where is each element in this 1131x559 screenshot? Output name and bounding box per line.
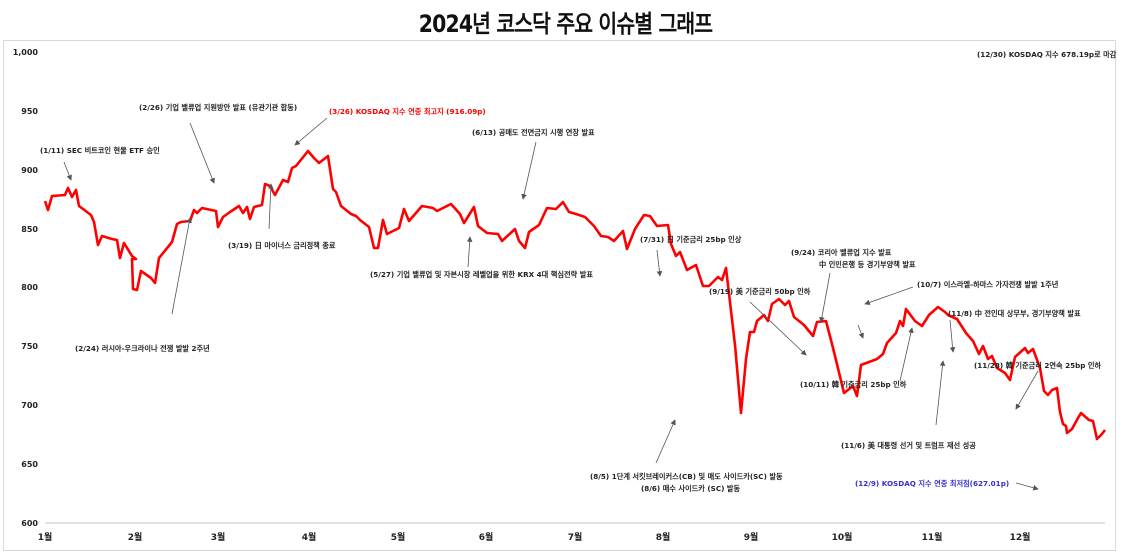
annotation-12-9-low: (12/9) KOSDAQ 지수 연중 최저점(627.01p): [855, 479, 1009, 488]
annotation-12-30-close: (12/30) KOSDAQ 지수 678.19p로 마감: [977, 50, 1117, 59]
x-tick: 12월: [1010, 531, 1031, 543]
annotation-1-11: (1/11) SEC 비트코인 현물 ETF 승인: [40, 146, 160, 155]
y-tick: 600: [21, 519, 38, 528]
annotation-8-5: (8/5) 1단계 서킷브레이커스(CB) 및 매도 사이드카(SC) 발동: [590, 472, 783, 481]
y-tick: 750: [21, 342, 38, 351]
x-tick: 11월: [922, 531, 943, 543]
x-tick: 3월: [211, 531, 226, 543]
annotation-11-28: (11/28) 韓 기준금리 2연속 25bp 인하: [974, 361, 1101, 370]
kosdaq-line: [43, 149, 1107, 441]
annotation-5-27: (5/27) 기업 밸류업 및 자본시장 레벨업을 위한 KRX 4대 핵심전략…: [370, 270, 593, 279]
annotation-7-31: (7/31) 日 기준금리 25bp 인상: [640, 235, 742, 244]
x-tick: 10월: [832, 531, 853, 543]
x-tick: 1월: [38, 531, 53, 543]
chart-title: 2024년 코스닥 주요 이슈별 그래프: [418, 10, 713, 38]
annotation-9-24: (9/24) 코리아 밸류업 지수 발표: [791, 248, 892, 257]
y-tick: 800: [21, 283, 38, 292]
annotation-arrows: [63, 117, 1039, 491]
x-tick: 5월: [391, 531, 406, 543]
x-axis: 1월 2월 3월 4월 5월 6월 7월 8월 9월 10월 11월 12월: [38, 531, 1031, 543]
y-axis: 1,000 950 900 850 800 750 700 650 600: [13, 48, 39, 528]
annotations: (1/11) SEC 비트코인 현물 ETF 승인 (2/26) 기업 밸류업 …: [40, 50, 1117, 493]
annotation-2-26: (2/26) 기업 밸류업 지원방안 발표 (유관기관 합동): [139, 103, 297, 112]
chart-frame: [3, 40, 1116, 551]
y-tick: 1,000: [13, 48, 39, 57]
annotation-10-11: (10/11) 韓 기준금리 25bp 인하: [800, 380, 907, 389]
annotation-9-19: (9/19) 美 기준금리 50bp 인하: [709, 287, 811, 296]
annotation-11-6: (11/6) 美 대통령 선거 및 트럼프 재선 성공: [841, 441, 976, 450]
y-tick: 900: [21, 166, 38, 175]
annotation-9-24-china: 中 인민은행 등 경기부양책 발표: [819, 260, 916, 269]
annotation-3-26-high: (3/26) KOSDAQ 지수 연중 최고지 (916.09p): [329, 107, 486, 116]
annotation-3-19: (3/19) 日 마이너스 금리정책 종료: [228, 241, 336, 250]
x-tick: 9월: [744, 531, 759, 543]
x-tick: 2월: [128, 531, 143, 543]
y-tick: 850: [21, 225, 38, 234]
annotation-10-7: (10/7) 이스라엘-하마스 가자전쟁 발발 1주년: [917, 280, 1059, 289]
x-tick: 7월: [568, 531, 583, 543]
annotation-8-6: (8/6) 매수 사이드카 (SC) 발동: [641, 484, 741, 493]
y-tick: 950: [21, 107, 38, 116]
y-tick: 650: [21, 460, 38, 469]
x-tick: 4월: [302, 531, 317, 543]
y-tick: 700: [21, 401, 38, 410]
x-tick: 6월: [479, 531, 494, 543]
x-tick: 8월: [656, 531, 671, 543]
annotation-2-24: (2/24) 러시아-우크라이나 전쟁 발발 2주년: [75, 344, 210, 353]
annotation-6-13: (6/13) 공매도 전면금지 시행 연장 발표: [472, 128, 595, 137]
annotation-11-8: (11/8) 中 전인대 상무부, 경기부양책 발표: [948, 309, 1081, 318]
